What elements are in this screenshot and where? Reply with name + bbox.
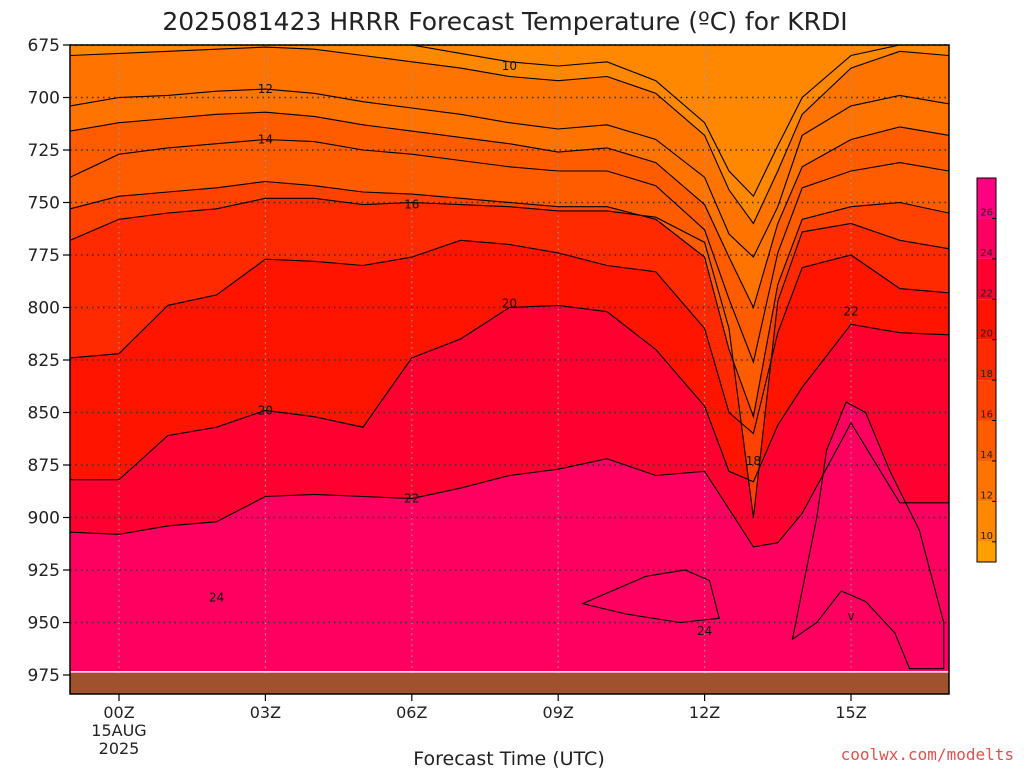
- x-tick-label: 09Z: [543, 703, 574, 722]
- isotherm-15: [70, 180, 949, 419]
- colorbar-tick-label: 26: [980, 207, 993, 218]
- x-tick-label: 06Z: [396, 703, 427, 722]
- colorbar-frame: [976, 177, 997, 563]
- y-tick-label: 800: [28, 299, 60, 319]
- colorbar-tick-label: 24: [980, 248, 993, 259]
- colorbar-segment: [977, 218, 996, 259]
- y-tick-label: 675: [28, 36, 60, 56]
- colorbar-tick-label: 12: [980, 490, 993, 501]
- fill-region-1: [792, 402, 944, 669]
- y-axis: 675 700 725 750 775 800 825 850 875 900 925 950 975: [28, 36, 70, 686]
- colorbar-tick-label: 20: [980, 329, 993, 340]
- colorbar: 10 12 14 16 18 20 22 24 26: [976, 177, 997, 563]
- contour-label: 18: [746, 454, 761, 468]
- colorbar-tick-label: 22: [980, 288, 993, 299]
- contour-label: 24: [697, 624, 712, 638]
- y-tick-label: 700: [28, 89, 60, 109]
- fill-band-10: [70, 45, 949, 197]
- credit-text: coolwx.com/modelts: [841, 745, 1014, 764]
- isotherm-10: [70, 45, 949, 198]
- contour-label: 10: [502, 59, 517, 73]
- y-tick-label: 825: [28, 351, 60, 371]
- plot-frame: [69, 44, 950, 695]
- y-tick-label: 925: [28, 561, 60, 581]
- colorbar-tick-label: 10: [980, 531, 993, 542]
- y-tick-label: 950: [28, 614, 60, 634]
- contour-label: v: [847, 609, 854, 623]
- isotherm-12: [70, 88, 949, 259]
- contour-label: 22: [843, 305, 858, 319]
- y-tick-label: 850: [28, 404, 60, 424]
- contour-label: 24: [209, 590, 224, 604]
- x-tick-label: 03Z: [250, 703, 281, 722]
- closed-isotherm-24: [791, 401, 945, 670]
- isotherm-14: [70, 138, 949, 364]
- y-tick-label: 725: [28, 141, 60, 161]
- colorbar-tick-label: 18: [980, 369, 993, 380]
- x-tick-label: 15Z: [835, 703, 866, 722]
- ground-layer: [70, 671, 949, 694]
- y-tick-label: 875: [28, 456, 60, 476]
- x-tick-label: 12Z: [689, 703, 720, 722]
- isotherm-layer: [70, 45, 949, 670]
- contour-label: 20: [258, 403, 273, 417]
- temperature-fill-layer: [70, 45, 949, 694]
- chart-title: 2025081423 HRRR Forecast Temperature (ºC…: [162, 7, 847, 36]
- isotherm-16: [70, 197, 949, 518]
- fill-region-0: [582, 570, 720, 623]
- y-tick-label: 975: [28, 666, 60, 686]
- colorbar-segment: [977, 541, 996, 562]
- colorbar-segment: [977, 258, 996, 300]
- y-tick-label: 900: [28, 509, 60, 529]
- isotherm-22: [70, 421, 949, 548]
- isotherm-20: [70, 304, 949, 483]
- x-tick-year: 2025: [99, 739, 140, 758]
- colorbar-segment: [977, 380, 996, 421]
- y-tick-label: 775: [28, 246, 60, 266]
- contour-label: 12: [258, 82, 273, 96]
- colorbar-segment: [977, 339, 996, 381]
- y-tick-label: 750: [28, 194, 60, 214]
- x-axis-label: Forecast Time (UTC): [413, 748, 604, 768]
- isotherm-18: [70, 239, 949, 435]
- ground-surface: [70, 672, 949, 694]
- colorbar-segment: [977, 501, 996, 542]
- isotherm-13: [70, 111, 949, 310]
- contour-label: 16: [404, 198, 419, 212]
- contour-label: 20: [502, 296, 517, 310]
- isotherm-11: [70, 46, 949, 225]
- colorbar-tick-label: 16: [980, 410, 993, 421]
- colorbar-tick-label: 14: [980, 450, 993, 461]
- colorbar-segment: [977, 420, 996, 461]
- colorbar-segment: [977, 299, 996, 340]
- contour-label-layer: 10 12 14 16 20 22 18 20 22 24 24 v: [209, 59, 859, 638]
- closed-isotherm-23: [580, 569, 720, 624]
- colorbar-segment: [977, 460, 996, 502]
- x-tick-label: 00Z: [103, 703, 134, 722]
- x-tick-date: 15AUG: [91, 721, 146, 740]
- colorbar-segment: [977, 178, 996, 219]
- contour-label: 14: [258, 133, 273, 147]
- contour-label: 22: [404, 492, 419, 506]
